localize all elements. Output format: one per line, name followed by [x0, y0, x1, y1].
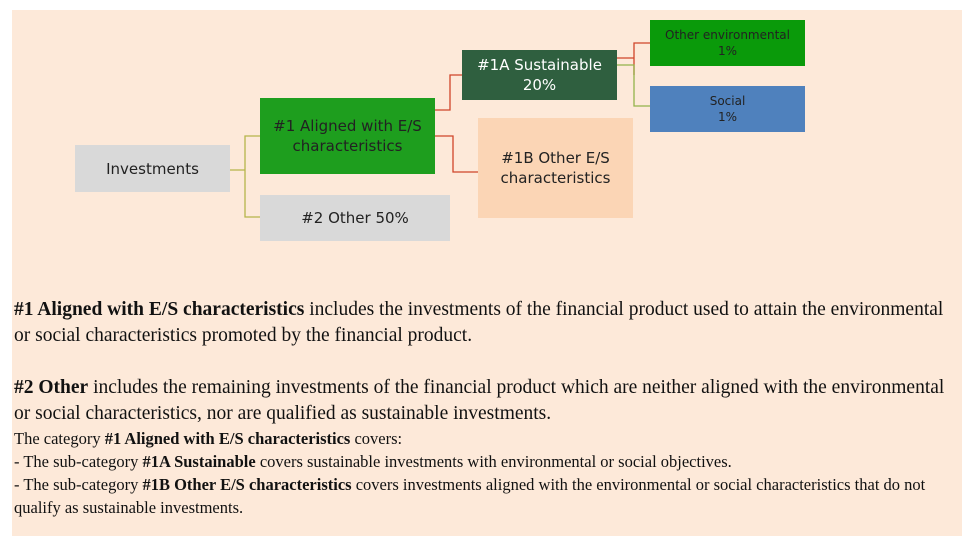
- node-other-es: #1B Other E/S characteristics: [478, 118, 633, 218]
- paragraph: #2 Other includes the remaining investme…: [14, 375, 949, 427]
- paragraph: The category #1 Aligned with E/S charact…: [14, 427, 949, 450]
- value: 20%: [522, 76, 557, 94]
- node-other-env: Other environmental 1%: [650, 20, 805, 66]
- text: covers sustainable investments with envi…: [255, 452, 732, 471]
- text: covers investments aligned with the envi…: [14, 475, 926, 517]
- label: #2 Other 50%: [301, 209, 409, 227]
- node-investments: Investments: [75, 145, 230, 192]
- connector: [230, 135, 260, 218]
- label: #1 Aligned with E/S characteristics: [273, 117, 422, 155]
- text: includes the remaining investments of th…: [14, 377, 945, 424]
- bold-text: #1 Aligned with E/S characteristics: [14, 299, 305, 320]
- label: Social: [709, 94, 746, 108]
- bold-text: #1A Sustainable: [142, 452, 256, 471]
- node-aligned: #1 Aligned with E/S characteristics: [260, 98, 435, 174]
- label: Investments: [106, 159, 199, 178]
- node-sustainable: #1A Sustainable 20%: [462, 50, 617, 100]
- connector: [617, 64, 650, 107]
- label: #1A Sustainable: [477, 56, 602, 74]
- bold-text: #2 Other: [14, 377, 89, 398]
- value: 1%: [717, 44, 738, 58]
- paragraph: - The sub-category #1B Other E/S charact…: [14, 473, 949, 519]
- node-social: Social 1%: [650, 86, 805, 132]
- paragraph: #1 Aligned with E/S characteristics incl…: [14, 297, 949, 349]
- text: The category: [14, 429, 105, 448]
- bold-text: #1B Other E/S characteristics: [142, 475, 352, 494]
- label: #1B Other E/S characteristics: [500, 149, 611, 187]
- value: 1%: [717, 110, 738, 124]
- text: covers:: [350, 429, 403, 448]
- label: Other environmental: [665, 28, 790, 42]
- bold-text: #1 Aligned with E/S characteristics: [104, 429, 351, 448]
- paragraph: - The sub-category #1A Sustainable cover…: [14, 450, 949, 473]
- text: includes the investments of the financia…: [14, 299, 944, 346]
- node-other: #2 Other 50%: [260, 195, 450, 241]
- text: - The sub-category: [14, 475, 143, 494]
- text: - The sub-category: [14, 452, 143, 471]
- connector: [435, 74, 478, 173]
